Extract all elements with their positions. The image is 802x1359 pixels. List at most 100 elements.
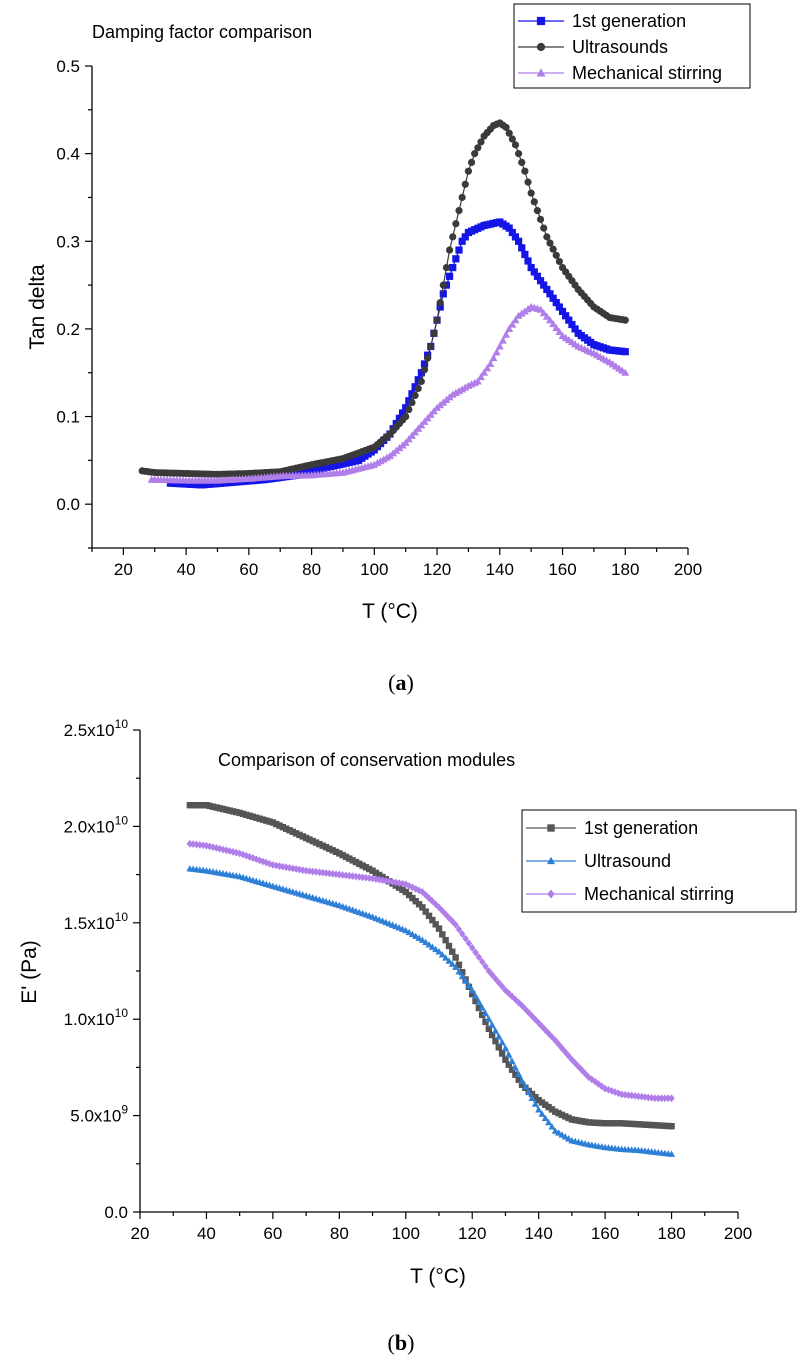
chart-a-x-tick-label: 60 — [239, 560, 258, 579]
chart-a-marks — [138, 119, 630, 489]
chart-b-data-point — [545, 1118, 553, 1126]
chart-a-data-point — [505, 129, 513, 137]
chart-b-x-tick-label: 40 — [197, 1224, 216, 1243]
chart-a-x-tick-label: 160 — [548, 560, 576, 579]
chart-a-y-tick-label: 0.4 — [56, 145, 80, 164]
chart-b-data-point — [253, 814, 260, 821]
chart-b-data-point — [319, 868, 326, 877]
chart-b-data-point — [366, 874, 373, 882]
chart-a-data-point — [536, 277, 545, 285]
chart-a-data-point — [571, 325, 579, 333]
chart-b-data-point — [349, 872, 356, 880]
chart-a-legend-marker — [536, 68, 546, 77]
chart-b-data-point — [282, 825, 290, 832]
chart-b-data-point — [475, 953, 483, 961]
chart-b-data-point — [279, 862, 287, 871]
chart-a-data-point — [543, 233, 551, 241]
chart-a-data-point — [505, 324, 514, 332]
chart-b-x-tick-label: 140 — [524, 1224, 552, 1243]
chart-a-data-point — [549, 319, 558, 328]
chart-a-legend-marker — [536, 16, 546, 26]
chart-b-data-point — [439, 907, 446, 915]
chart-a-data-point — [515, 237, 523, 245]
chart-b-data-point — [229, 808, 237, 815]
chart-a-data-point — [502, 123, 510, 131]
chart-b-legend-marker — [547, 889, 555, 899]
chart-b-data-point — [628, 1120, 635, 1128]
chart-a-data-point — [402, 412, 410, 421]
chart-b-data-point — [638, 1121, 645, 1128]
chart-b-data-point — [588, 1119, 596, 1126]
chart-a-data-point — [446, 272, 454, 280]
chart-b-data-point — [578, 1117, 586, 1125]
chart-b-data-point — [611, 1120, 619, 1127]
chart-b-data-point — [193, 840, 200, 849]
chart-a-data-point — [539, 308, 548, 317]
chart-b-data-point — [279, 823, 287, 831]
chart-b-data-point — [615, 1120, 622, 1127]
chart-b-data-point — [442, 936, 449, 944]
chart-b-data-point — [339, 871, 346, 879]
chart-b-data-point — [425, 912, 433, 920]
chart-b-y-label: E' (Pa) — [18, 940, 41, 1004]
chart-b-data-point — [395, 884, 403, 891]
chart-b-data-point — [668, 1150, 676, 1157]
chart-a-data-point — [502, 330, 511, 338]
chart-b-data-point — [435, 925, 443, 932]
chart-b-data-point — [189, 801, 197, 809]
chart-b-data-point — [562, 1113, 569, 1120]
chart-b-data-point — [273, 861, 280, 870]
chart-a-data-point — [540, 281, 548, 289]
chart-a-data-point — [498, 336, 507, 344]
chart-a-data-point — [527, 263, 535, 272]
chart-b-data-point — [631, 1120, 639, 1128]
chart-b-data-point — [552, 1108, 559, 1115]
chart-a-data-point — [452, 220, 460, 228]
chart-b-data-point — [445, 957, 453, 964]
chart-b-data-point — [488, 1021, 496, 1028]
chart-b-data-point — [645, 1121, 652, 1129]
chart-a-data-point — [455, 246, 463, 254]
chart-b-data-point — [439, 931, 446, 938]
chart-b-data-point — [661, 1094, 669, 1103]
chart-a-data-point — [433, 316, 441, 324]
chart-a-data-point — [511, 141, 520, 149]
chart-b-data-point — [541, 1114, 549, 1122]
chart-b-data-point — [585, 1119, 592, 1126]
chart-b-data-point — [598, 1119, 605, 1127]
chart-b-data-point — [485, 1015, 493, 1022]
chart-a-data-point — [533, 207, 542, 215]
chart-b-data-point — [362, 864, 370, 871]
chart-a-data-point — [489, 353, 498, 362]
chart-b-data-point — [545, 1103, 552, 1111]
chart-a-series-3 — [147, 302, 630, 484]
chart-b-data-point — [369, 874, 376, 883]
chart-a-data-point — [477, 138, 485, 146]
chart-a-data-point — [521, 167, 529, 175]
chart-b-data-point — [552, 1036, 559, 1045]
chart-b-data-point — [611, 1088, 619, 1096]
chart-b-data-point — [455, 961, 463, 969]
chart-a-x-tick-label: 140 — [486, 560, 514, 579]
chart-b-data-point — [492, 1037, 499, 1045]
chart-a-data-point — [439, 281, 447, 289]
chart-b-data-point — [203, 801, 210, 809]
chart-a-data-point — [536, 215, 545, 223]
chart-b-data-point — [448, 960, 456, 967]
chart-b-data-point — [399, 886, 406, 894]
chart-b-data-point — [608, 1120, 615, 1127]
chart-b-data-point — [565, 1051, 572, 1060]
chart-b-data-point — [495, 978, 502, 987]
chart-a-data-point — [518, 158, 526, 166]
chart-b-data-point — [505, 1061, 512, 1068]
chart-a-data-point — [436, 303, 444, 311]
chart-a-data-point — [536, 305, 545, 313]
chart-a-data-point — [411, 391, 419, 400]
chart-b-data-point — [236, 809, 243, 817]
chart-b-data-point — [532, 1015, 539, 1024]
chart-b-legend-label: 1st generation — [584, 818, 698, 838]
chart-b-data-point — [498, 982, 506, 991]
chart-b-data-point — [655, 1122, 662, 1129]
chart-b-data-point — [376, 871, 383, 879]
